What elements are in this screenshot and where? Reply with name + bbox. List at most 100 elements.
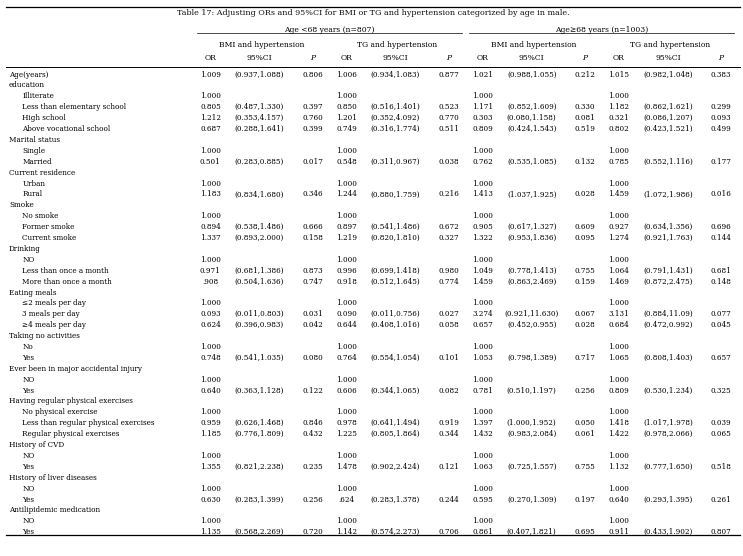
Text: 0.017: 0.017 <box>302 158 323 166</box>
Text: 1.000: 1.000 <box>336 518 357 525</box>
Text: 1.000: 1.000 <box>336 300 357 307</box>
Text: (0.512,1.645): (0.512,1.645) <box>371 277 421 286</box>
Text: Yes: Yes <box>22 386 34 395</box>
Text: 0.261: 0.261 <box>710 495 731 504</box>
Text: 0.666: 0.666 <box>302 223 323 231</box>
Text: (0.821,2.238): (0.821,2.238) <box>235 463 284 471</box>
Text: (0.953,1.836): (0.953,1.836) <box>507 234 557 242</box>
Text: No: No <box>22 343 33 351</box>
Text: History of CVD: History of CVD <box>9 441 64 449</box>
Text: Less than once a month: Less than once a month <box>22 267 109 275</box>
Text: 1.000: 1.000 <box>200 180 221 187</box>
Text: 0.148: 0.148 <box>710 277 731 286</box>
Text: 1.000: 1.000 <box>473 376 493 384</box>
Text: 1.000: 1.000 <box>473 147 493 155</box>
Text: OR: OR <box>613 54 625 62</box>
Text: (0.777,1.650): (0.777,1.650) <box>643 463 692 471</box>
Text: (0.423,1.521): (0.423,1.521) <box>643 125 692 133</box>
Text: 0.028: 0.028 <box>574 191 595 198</box>
Text: 1.063: 1.063 <box>473 463 493 471</box>
Text: 1.000: 1.000 <box>200 300 221 307</box>
Text: 0.696: 0.696 <box>710 223 731 231</box>
Text: (0.574,2.273): (0.574,2.273) <box>371 528 421 537</box>
Text: (0.538,1.486): (0.538,1.486) <box>235 223 284 231</box>
Text: More than once a month: More than once a month <box>22 277 112 286</box>
Text: 1.422: 1.422 <box>609 430 629 438</box>
Text: 0.081: 0.081 <box>574 114 595 122</box>
Text: Former smoke: Former smoke <box>22 223 74 231</box>
Text: (0.293,1.395): (0.293,1.395) <box>643 495 692 504</box>
Text: 0.383: 0.383 <box>711 71 731 78</box>
Text: (0.504,1.636): (0.504,1.636) <box>235 277 284 286</box>
Text: 95%CI: 95%CI <box>519 54 545 62</box>
Text: 0.781: 0.781 <box>473 386 493 395</box>
Text: 0.802: 0.802 <box>609 125 629 133</box>
Text: (0.283,1.378): (0.283,1.378) <box>371 495 421 504</box>
Text: 0.158: 0.158 <box>302 234 323 242</box>
Text: 0.927: 0.927 <box>609 223 629 231</box>
Text: 1.225: 1.225 <box>336 430 357 438</box>
Text: 0.805: 0.805 <box>200 103 221 111</box>
Text: 0.770: 0.770 <box>438 114 459 122</box>
Text: Less than elementary school: Less than elementary school <box>22 103 126 111</box>
Text: 1.000: 1.000 <box>336 485 357 493</box>
Text: 1.000: 1.000 <box>609 300 629 307</box>
Text: 1.000: 1.000 <box>609 409 629 416</box>
Text: 0.644: 0.644 <box>336 321 357 329</box>
Text: 0.299: 0.299 <box>710 103 731 111</box>
Text: 0.980: 0.980 <box>438 267 459 275</box>
Text: (1.017,1.978): (1.017,1.978) <box>643 419 692 428</box>
Text: 0.861: 0.861 <box>473 528 493 537</box>
Text: 0.785: 0.785 <box>609 158 629 166</box>
Text: (0.283,1.399): (0.283,1.399) <box>235 495 284 504</box>
Text: 0.050: 0.050 <box>574 419 595 428</box>
Text: 0.058: 0.058 <box>438 321 459 329</box>
Text: 1.000: 1.000 <box>200 147 221 155</box>
Text: 0.080: 0.080 <box>302 354 323 362</box>
Text: (0.805,1.864): (0.805,1.864) <box>371 430 421 438</box>
Text: 0.640: 0.640 <box>609 495 629 504</box>
Text: (0.541,1.035): (0.541,1.035) <box>235 354 285 362</box>
Text: 3 meals per day: 3 meals per day <box>22 310 80 319</box>
Text: (0.288,1.641): (0.288,1.641) <box>235 125 285 133</box>
Text: 0.894: 0.894 <box>200 223 221 231</box>
Text: 0.121: 0.121 <box>438 463 459 471</box>
Text: 1.469: 1.469 <box>609 277 629 286</box>
Text: 1.015: 1.015 <box>609 71 629 78</box>
Text: Taking no activities: Taking no activities <box>9 332 80 340</box>
Text: OR: OR <box>340 54 352 62</box>
Text: 1.000: 1.000 <box>473 212 493 220</box>
Text: (0.344,1.065): (0.344,1.065) <box>371 386 421 395</box>
Text: Antilipidemic medication: Antilipidemic medication <box>9 507 100 514</box>
Text: 0.016: 0.016 <box>710 191 731 198</box>
Text: 1.000: 1.000 <box>609 452 629 460</box>
Text: 1.397: 1.397 <box>473 419 493 428</box>
Text: 0.235: 0.235 <box>302 463 322 471</box>
Text: 1.201: 1.201 <box>336 114 357 122</box>
Text: (0.352,4.092): (0.352,4.092) <box>371 114 421 122</box>
Text: NO: NO <box>22 452 34 460</box>
Text: 0.038: 0.038 <box>438 158 459 166</box>
Text: (0.568,2.269): (0.568,2.269) <box>235 528 284 537</box>
Text: High school: High school <box>22 114 66 122</box>
Text: 0.684: 0.684 <box>609 321 629 329</box>
Text: 0.748: 0.748 <box>200 354 221 362</box>
Text: (0.363,1.128): (0.363,1.128) <box>235 386 284 395</box>
Text: P: P <box>310 54 315 62</box>
Text: 1.000: 1.000 <box>200 485 221 493</box>
Text: 0.216: 0.216 <box>438 191 459 198</box>
Text: Urban: Urban <box>22 180 45 187</box>
Text: 0.031: 0.031 <box>302 310 323 319</box>
Text: 0.122: 0.122 <box>302 386 323 395</box>
Text: 1.000: 1.000 <box>473 256 493 264</box>
Text: (0.934,1.083): (0.934,1.083) <box>371 71 421 78</box>
Text: BMI and hypertension: BMI and hypertension <box>218 41 304 49</box>
Text: (0.834,1.680): (0.834,1.680) <box>235 191 284 198</box>
Text: 0.971: 0.971 <box>200 267 221 275</box>
Text: 0.905: 0.905 <box>473 223 493 231</box>
Text: 0.919: 0.919 <box>438 419 459 428</box>
Text: 1.000: 1.000 <box>609 180 629 187</box>
Text: (0.791,1.431): (0.791,1.431) <box>643 267 692 275</box>
Text: 1.000: 1.000 <box>200 212 221 220</box>
Text: (0.433,1.902): (0.433,1.902) <box>643 528 692 537</box>
